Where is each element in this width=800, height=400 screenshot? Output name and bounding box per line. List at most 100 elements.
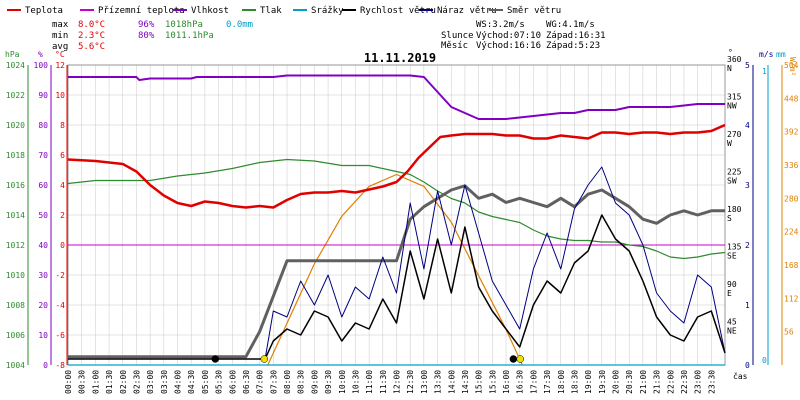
direction-compass-label: W xyxy=(727,139,732,148)
x-tick-label: 00:30 xyxy=(78,370,87,394)
axis-unit-cas: čas xyxy=(733,371,748,381)
temperature-tick-label: 12 xyxy=(55,61,65,70)
humidity-tick-label: 10 xyxy=(38,331,48,340)
temperature-tick-label: 6 xyxy=(60,151,65,160)
stats-min-press: 1011.1hPa xyxy=(165,31,214,41)
humidity-tick-label: 0 xyxy=(43,361,48,370)
pressure-tick-label: 1012 xyxy=(6,241,25,250)
x-tick-label: 09:00 xyxy=(310,370,319,394)
wind-speed-line xyxy=(68,214,726,360)
x-tick-label: 13:30 xyxy=(434,370,443,394)
axis-unit-labels: hPa % °C ° m/s mm W/m² čas xyxy=(5,48,797,381)
direction-compass-label: S xyxy=(727,214,732,223)
stats-min-label: min xyxy=(52,31,68,41)
x-tick-label: 17:30 xyxy=(543,370,552,394)
x-tick-label: 19:00 xyxy=(584,370,593,394)
x-tick-label: 13:00 xyxy=(420,370,429,394)
axis-unit-mm: mm xyxy=(776,50,786,59)
direction-compass-label: NW xyxy=(727,102,737,111)
humidity-tick-label: 30 xyxy=(38,271,48,280)
wind-tick-label: 0 xyxy=(745,361,750,370)
axis-unit-degc: °C xyxy=(55,50,65,59)
direction-tick-label: 315 xyxy=(727,93,742,102)
x-tick-label: 23:30 xyxy=(707,370,716,394)
pressure-tick-label: 1016 xyxy=(6,181,25,190)
x-tick-label: 03:00 xyxy=(146,370,155,394)
legend: Teplota Přízemní teplota Vlhkost Tlak Srážky… xyxy=(7,6,561,16)
direction-compass-label: SE xyxy=(727,252,737,261)
temperature-tick-label: 8 xyxy=(60,121,65,130)
stats-min-hum: 80% xyxy=(138,31,155,41)
wind-tick-label: 2 xyxy=(745,241,750,250)
stats-min-temp: 2.3°C xyxy=(78,31,105,41)
stats-max-hum: 96% xyxy=(138,20,155,30)
x-tick-label: 16:30 xyxy=(516,370,525,394)
stats-avg-label: avg xyxy=(52,42,68,52)
x-tick-label: 06:00 xyxy=(228,370,237,394)
x-tick-label: 10:30 xyxy=(351,370,360,394)
x-tick-label: 14:30 xyxy=(461,370,470,394)
pressure-tick-label: 1004 xyxy=(6,361,25,370)
stats-avg-temp: 5.6°C xyxy=(78,42,105,52)
x-tick-label: 18:00 xyxy=(557,370,566,394)
legend-label: Tlak xyxy=(260,6,282,16)
direction-tick-label: 90 xyxy=(727,280,737,289)
moonrise-marker xyxy=(509,355,518,363)
legend-label: Přízemní teplota xyxy=(98,6,185,16)
x-tick-label: 12:30 xyxy=(406,370,415,394)
humidity-tick-label: 20 xyxy=(38,301,48,310)
x-tick-label: 14:00 xyxy=(447,370,456,394)
x-tick-label: 06:30 xyxy=(242,370,251,394)
x-tick-label: 11:00 xyxy=(365,370,374,394)
legend-label: Směr větru xyxy=(507,6,561,16)
direction-compass-label: N xyxy=(727,64,732,73)
x-tick-label: 08:00 xyxy=(283,370,292,394)
axis-unit-deg: ° xyxy=(728,48,733,57)
left-axes: 1004100610081010101210141016101810201022… xyxy=(6,61,68,370)
x-tick-label: 22:00 xyxy=(666,370,675,394)
x-tick-label: 08:30 xyxy=(297,370,306,394)
x-tick-label: 02:30 xyxy=(132,370,141,394)
sunset-marker xyxy=(516,355,524,363)
x-tick-label: 05:30 xyxy=(215,370,224,394)
x-tick-label: 05:00 xyxy=(201,370,210,394)
temperature-tick-label: -4 xyxy=(55,301,65,310)
humidity-tick-label: 100 xyxy=(34,61,49,70)
stats-max-rain: 0.0mm xyxy=(226,20,253,30)
axis-unit-ms: m/s xyxy=(759,50,774,59)
x-tick-label: 10:00 xyxy=(338,370,347,394)
legend-label: Vlhkost xyxy=(191,6,229,16)
chart-date-title: 11.11.2019 xyxy=(364,51,436,65)
direction-tick-label: 270 xyxy=(727,130,742,139)
solar-tick-label: 392 xyxy=(784,128,799,137)
pressure-tick-label: 1024 xyxy=(6,61,25,70)
legend-label: Teplota xyxy=(25,6,63,16)
solar-tick-label: 504 xyxy=(784,61,799,70)
wind-gust-line xyxy=(68,166,726,360)
stats-max-label: max xyxy=(52,20,69,30)
x-tick-label: 17:00 xyxy=(529,370,538,394)
stats-header: max 8.0°C 96% 1018hPa 0.0mm min 2.3°C 80… xyxy=(52,20,606,65)
humidity-tick-label: 50 xyxy=(38,211,48,220)
x-tick-label: 19:30 xyxy=(598,370,607,394)
x-tick-label: 02:00 xyxy=(119,370,128,394)
solar-tick-label: 112 xyxy=(784,294,799,303)
pressure-tick-label: 1006 xyxy=(6,331,25,340)
right-axes: 45NE90E135SE180S225SW270W315NW360N012345… xyxy=(727,55,799,370)
wind-tick-label: 4 xyxy=(745,121,750,130)
temperature-tick-label: -8 xyxy=(55,361,65,370)
sunrise-marker xyxy=(260,355,269,363)
axis-unit-hpa: hPa xyxy=(5,50,20,59)
wind-ws: WS:3.2m/s xyxy=(476,20,525,30)
solar-line xyxy=(267,173,523,366)
temperature-tick-label: -6 xyxy=(55,331,65,340)
wind-wg: WG:4.1m/s xyxy=(546,20,595,30)
wind-direction-line xyxy=(68,184,725,359)
solar-tick-label: 336 xyxy=(784,161,799,170)
plot-area xyxy=(67,74,726,366)
humidity-tick-label: 70 xyxy=(38,151,48,160)
legend-label: Rychlost větru xyxy=(360,6,436,16)
rain-tick-label: 1 xyxy=(762,67,767,76)
solar-tick-label: 448 xyxy=(784,94,799,103)
